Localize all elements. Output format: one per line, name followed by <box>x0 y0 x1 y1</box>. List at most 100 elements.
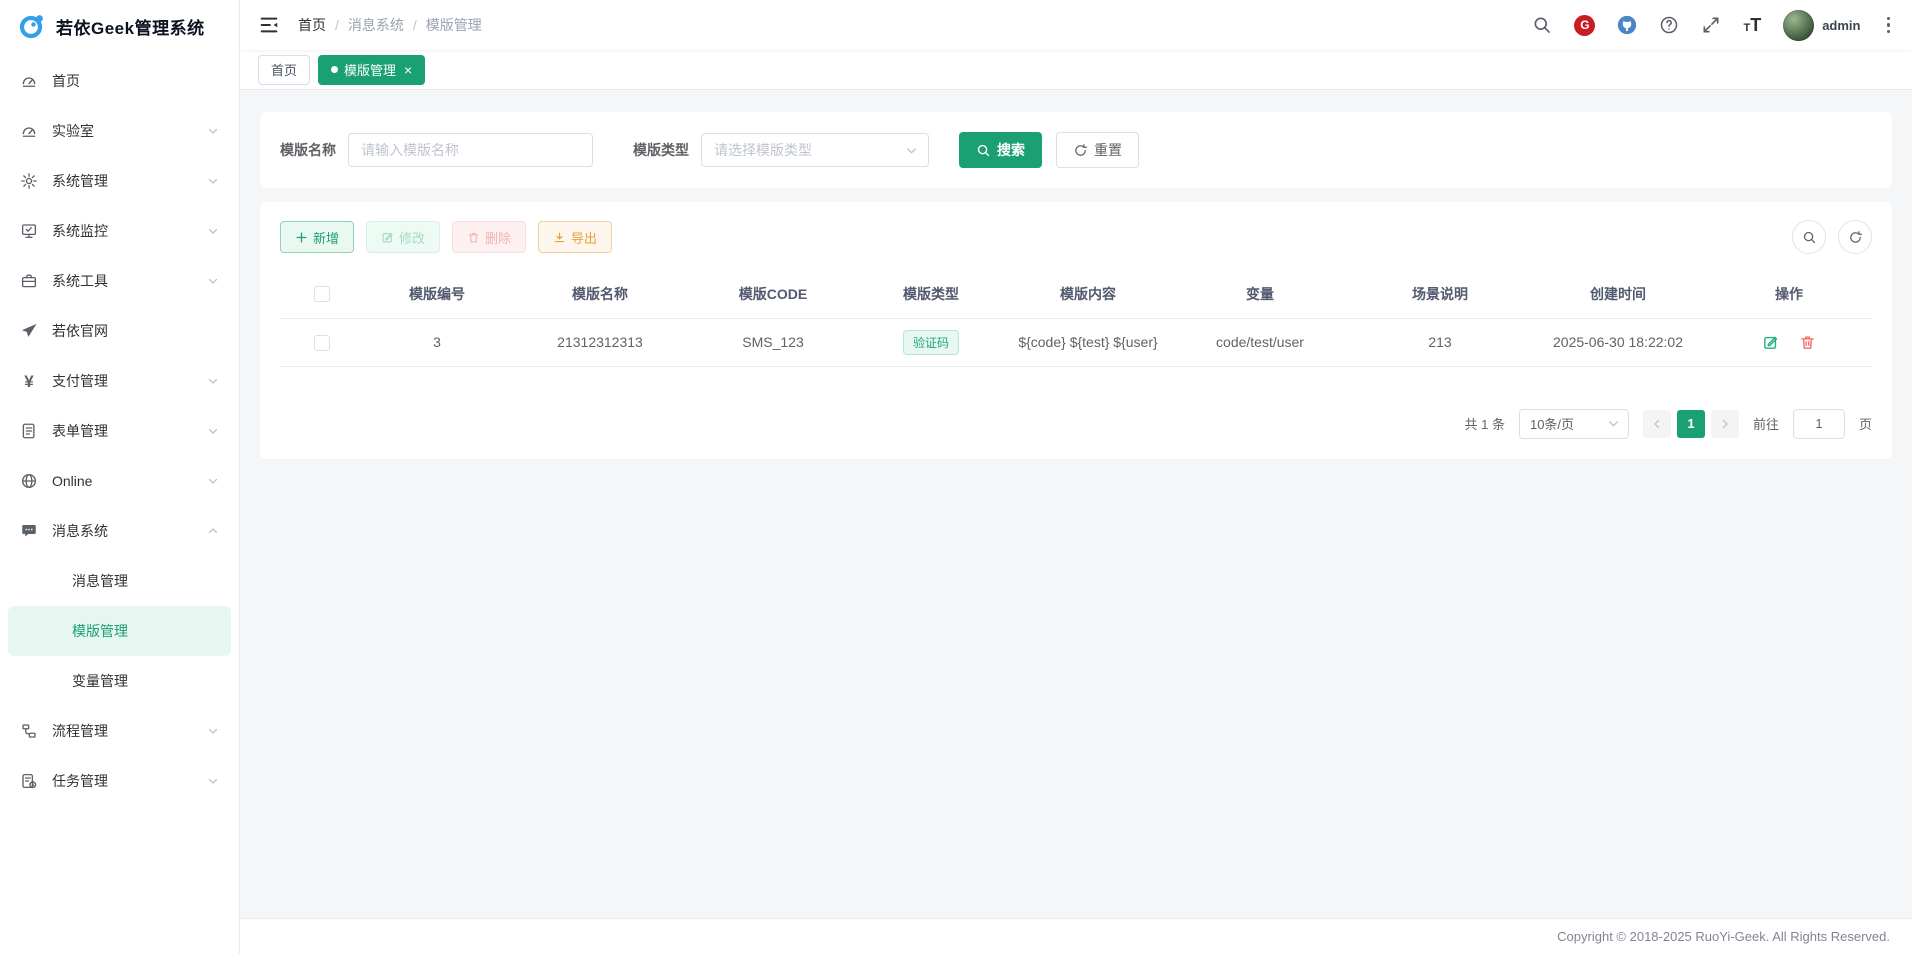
sidebar-item-label: 任务管理 <box>52 773 108 789</box>
column-template-type: 模版类型 <box>856 270 1006 319</box>
cell-variables: code/test/user <box>1170 318 1350 367</box>
add-button-label: 新增 <box>313 230 340 246</box>
chevron-down-icon <box>207 775 219 787</box>
sidebar-item-label: 表单管理 <box>52 423 108 439</box>
sidebar-item-task-manage[interactable]: 任务管理 <box>0 756 239 806</box>
page-footer: Copyright © 2018-2025 RuoYi-Geek. All Ri… <box>240 918 1912 954</box>
breadcrumb: 首页 / 消息系统 / 模版管理 <box>298 15 482 35</box>
paper-plane-icon <box>20 322 38 340</box>
user-menu[interactable]: admin <box>1783 9 1861 41</box>
sidebar-menu: 首页 实验室 系统管理 系统监控 <box>0 52 239 954</box>
select-all-checkbox[interactable] <box>314 286 330 303</box>
breadcrumb-home[interactable]: 首页 <box>298 17 326 33</box>
column-scene: 场景说明 <box>1350 270 1530 319</box>
search-icon <box>976 143 991 158</box>
row-delete-icon[interactable] <box>1799 334 1816 351</box>
dashboard-icon <box>20 122 38 140</box>
template-type-label: 模版类型 <box>633 142 689 158</box>
sidebar-item-system-monitor[interactable]: 系统监控 <box>0 206 239 256</box>
template-type-select[interactable]: 请选择模版类型 <box>701 133 929 167</box>
github-icon[interactable] <box>1617 15 1637 35</box>
flow-icon <box>20 722 38 740</box>
pagination-total: 共 1 条 <box>1464 417 1505 432</box>
goto-page-input[interactable] <box>1792 408 1845 439</box>
more-icon[interactable] <box>1883 13 1895 38</box>
show-search-button[interactable] <box>1792 220 1826 254</box>
sidebar-item-label: 消息系统 <box>52 523 108 539</box>
sidebar-item-official-site[interactable]: 若依官网 <box>0 306 239 356</box>
cell-template-code: SMS_123 <box>690 318 856 367</box>
export-button[interactable]: 导出 <box>538 221 613 253</box>
tab-template-manage[interactable]: 模版管理 × <box>318 54 426 85</box>
yen-icon: ¥ <box>24 371 34 391</box>
sidebar-item-label: 若依官网 <box>52 323 108 339</box>
dashboard-icon <box>20 72 38 90</box>
gitee-icon[interactable]: G <box>1574 14 1596 36</box>
avatar[interactable] <box>1783 9 1815 41</box>
close-icon[interactable]: × <box>404 61 413 78</box>
column-template-content: 模版内容 <box>1006 270 1170 319</box>
sidebar-collapse-icon[interactable] <box>258 14 280 36</box>
edit-icon <box>381 231 394 244</box>
main-area: 首页 / 消息系统 / 模版管理 G <box>240 0 1912 954</box>
chevron-down-icon <box>1607 417 1620 430</box>
chevron-down-icon <box>207 275 219 287</box>
sidebar-item-form-manage[interactable]: 表单管理 <box>0 406 239 456</box>
sidebar-item-online[interactable]: Online <box>0 456 239 506</box>
sidebar-item-message-system[interactable]: 消息系统 <box>0 506 239 556</box>
delete-button-label: 删除 <box>485 230 512 246</box>
cell-template-content: ${code} ${test} ${user} <box>1006 318 1170 367</box>
sidebar-item-label: 实验室 <box>52 123 94 139</box>
sidebar: 若依Geek管理系统 首页 实验室 系统管理 <box>0 0 240 954</box>
row-edit-icon[interactable] <box>1762 334 1779 351</box>
tags-view-bar: 首页 模版管理 × <box>240 50 1912 90</box>
logo-icon <box>18 12 46 40</box>
app-logo[interactable]: 若依Geek管理系统 <box>0 0 239 52</box>
template-name-input[interactable] <box>348 133 593 167</box>
sidebar-item-system-tools[interactable]: 系统工具 <box>0 256 239 306</box>
edit-button[interactable]: 修改 <box>366 221 441 253</box>
sidebar-item-label: 模版管理 <box>72 623 128 639</box>
sidebar-item-payment[interactable]: ¥ 支付管理 <box>0 356 239 406</box>
sidebar-item-flow-manage[interactable]: 流程管理 <box>0 706 239 756</box>
next-page-button[interactable] <box>1710 409 1739 438</box>
search-icon[interactable] <box>1532 15 1552 35</box>
tab-home[interactable]: 首页 <box>258 54 311 85</box>
sidebar-item-home[interactable]: 首页 <box>0 56 239 106</box>
search-button[interactable]: 搜索 <box>959 132 1042 168</box>
toolbox-icon <box>20 272 38 290</box>
cell-template-type: 验证码 <box>856 318 1006 367</box>
sidebar-item-variable-manage[interactable]: 变量管理 <box>8 656 231 706</box>
delete-button[interactable]: 删除 <box>452 221 527 253</box>
chevron-down-icon <box>207 375 219 387</box>
page-number-1[interactable]: 1 <box>1676 409 1705 438</box>
table-row: 3 21312312313 SMS_123 验证码 ${code} ${test… <box>280 318 1872 367</box>
chevron-up-icon <box>207 525 219 537</box>
copyright-text: Copyright © 2018-2025 RuoYi-Geek. All Ri… <box>1557 929 1890 944</box>
reset-button[interactable]: 重置 <box>1056 132 1139 168</box>
sidebar-item-message-manage[interactable]: 消息管理 <box>8 556 231 606</box>
help-icon[interactable] <box>1659 15 1679 35</box>
refresh-icon <box>1073 143 1088 158</box>
monitor-icon <box>20 222 38 240</box>
active-dot-icon <box>331 66 339 73</box>
column-created-at: 创建时间 <box>1530 270 1706 319</box>
plus-icon <box>295 231 308 244</box>
row-checkbox[interactable] <box>314 334 330 351</box>
select-placeholder: 请选择模版类型 <box>714 142 812 158</box>
page-size-select[interactable]: 10条/页 <box>1518 408 1629 439</box>
sidebar-item-system-manage[interactable]: 系统管理 <box>0 156 239 206</box>
template-table: 模版编号 模版名称 模版CODE 模版类型 模版内容 变量 场景说明 创建时间 … <box>280 270 1872 367</box>
chevron-down-icon <box>207 225 219 237</box>
add-button[interactable]: 新增 <box>280 221 355 253</box>
refresh-table-button[interactable] <box>1838 220 1872 254</box>
message-icon <box>20 522 38 540</box>
fullscreen-icon[interactable] <box>1701 15 1721 35</box>
sidebar-item-template-manage[interactable]: 模版管理 <box>8 606 231 656</box>
trash-icon <box>467 231 480 244</box>
sidebar-item-lab[interactable]: 实验室 <box>0 106 239 156</box>
username[interactable]: admin <box>1822 17 1861 33</box>
prev-page-button[interactable] <box>1642 409 1671 438</box>
